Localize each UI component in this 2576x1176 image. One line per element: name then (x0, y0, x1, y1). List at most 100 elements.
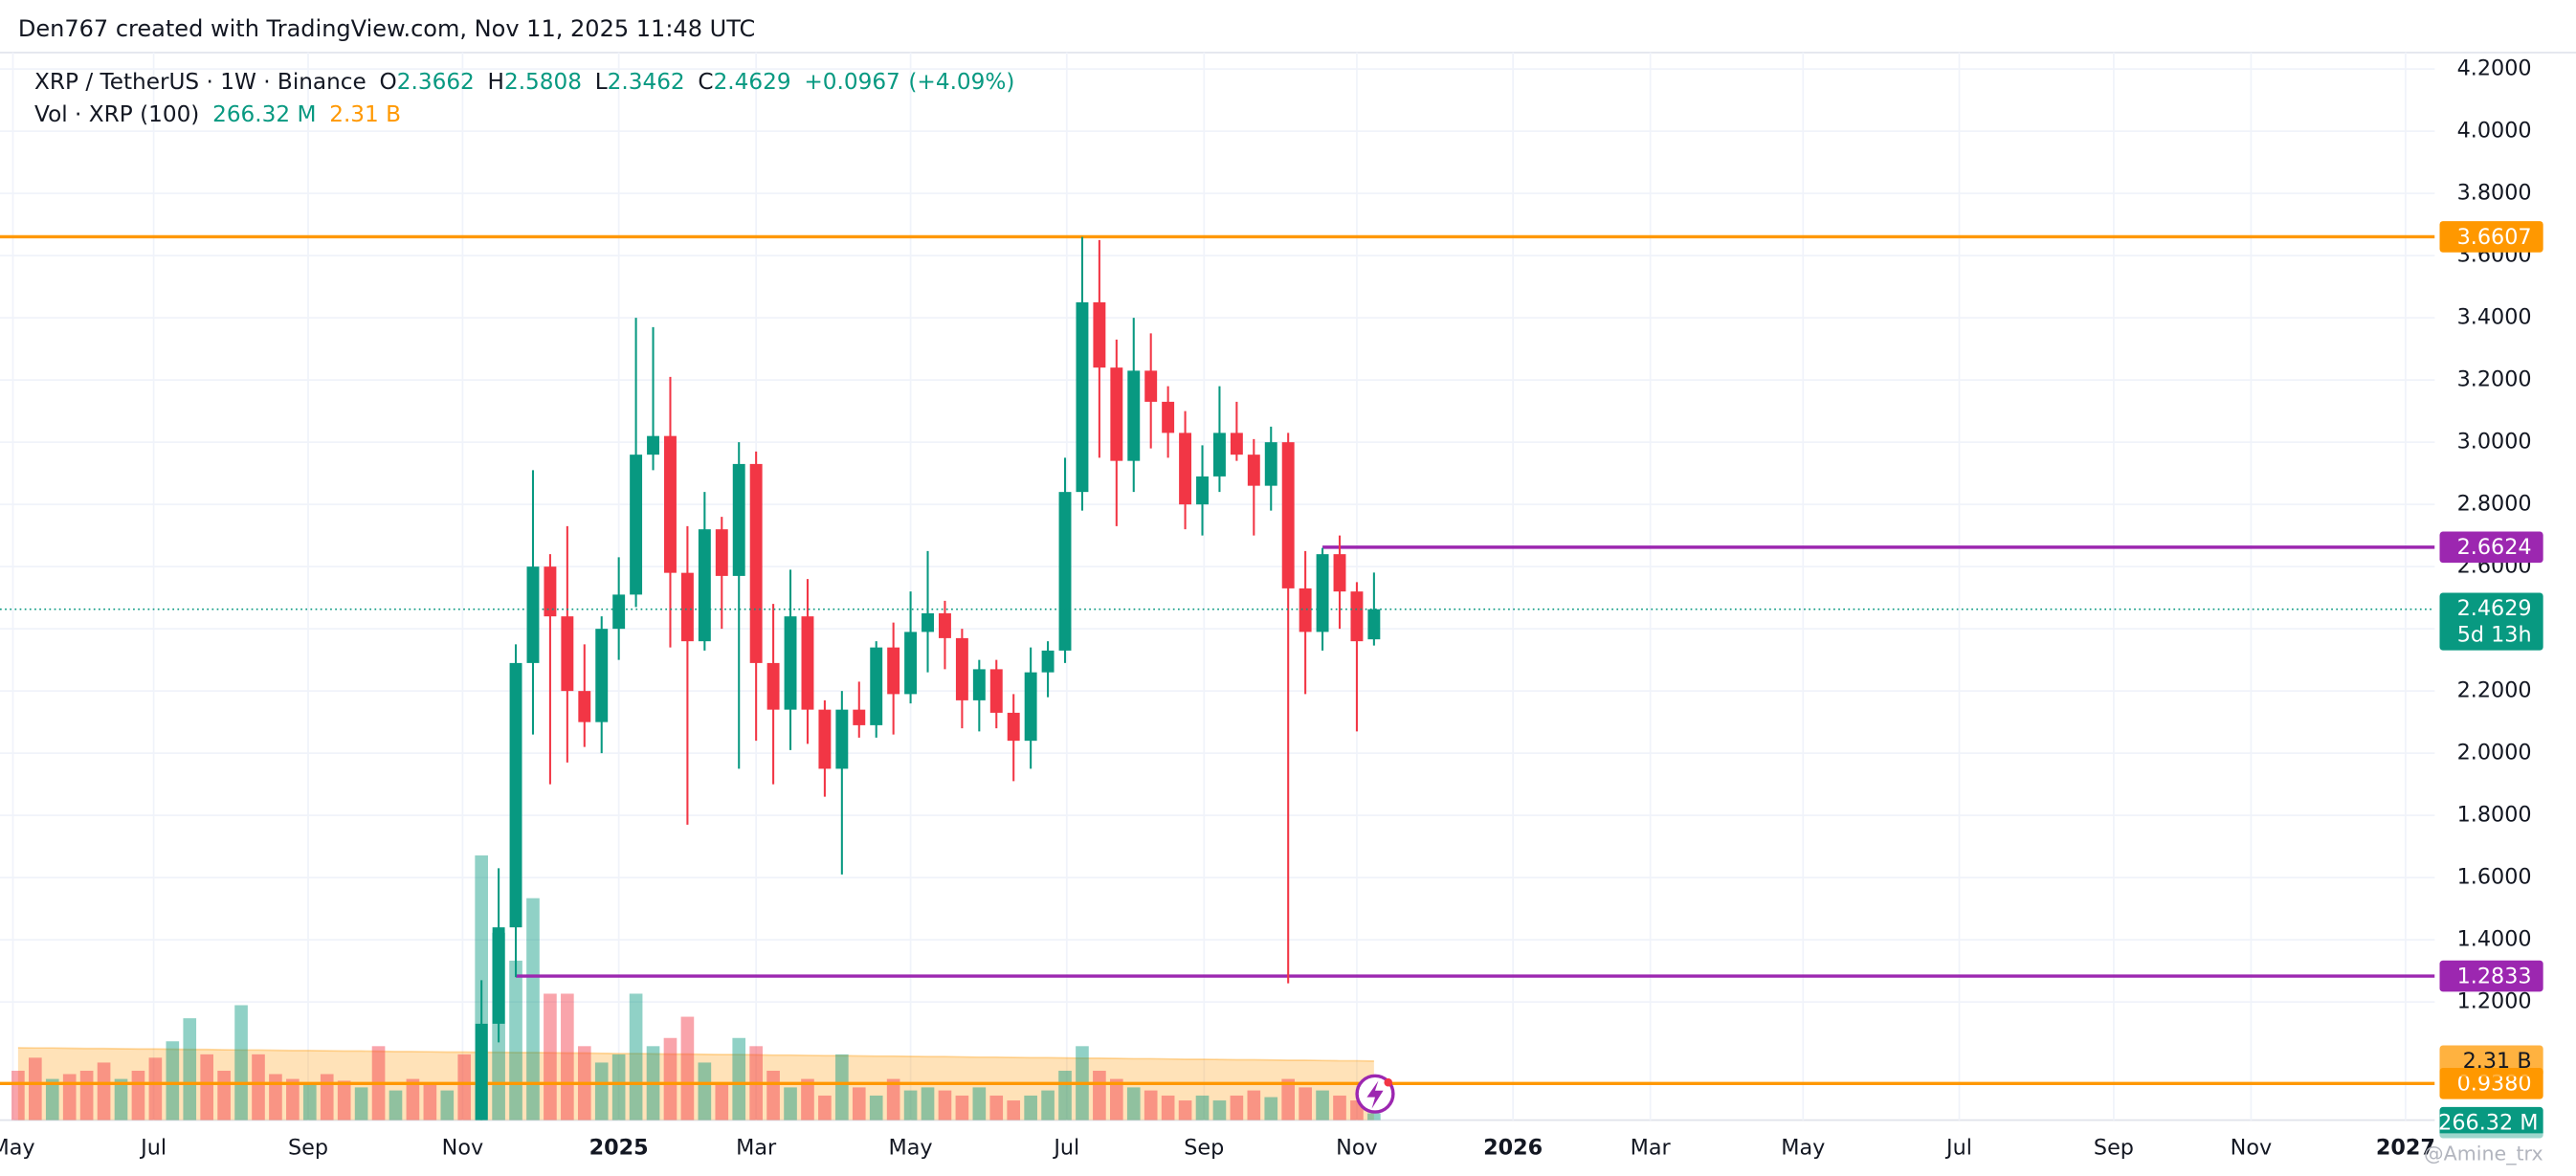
volume-bar (852, 1087, 866, 1121)
volume-box (2439, 1106, 2543, 1139)
candle-body (1350, 591, 1364, 642)
y-tick-label: 1.8000 (2457, 803, 2532, 828)
legend-volume-name: Vol · XRP (100) (34, 101, 199, 127)
candle-body (1299, 588, 1312, 632)
candle-body (1281, 442, 1295, 588)
volume-bar (1281, 1078, 1296, 1121)
candle-body (1076, 301, 1089, 493)
candle-body (939, 612, 951, 638)
candle-body (1144, 370, 1158, 402)
volume-bar (1126, 1087, 1141, 1121)
last-price-box (2439, 592, 2543, 651)
price-label: 3.6607 (2457, 225, 2532, 250)
candle-body (1230, 433, 1243, 455)
volume-bar (148, 1057, 163, 1121)
candle-body (595, 629, 609, 722)
volume-bar (457, 1054, 472, 1121)
price-label-box (2439, 960, 2543, 992)
volume-bar (886, 1078, 900, 1121)
plot-area (0, 234, 2435, 1121)
candle-body (887, 647, 900, 695)
y-tick-label: 2.2000 (2457, 678, 2532, 703)
candle-body (1212, 433, 1226, 477)
candle-body (630, 455, 643, 595)
candle-body (766, 662, 780, 710)
y-tick-label: 1.4000 (2457, 927, 2532, 952)
volume-bar (1178, 1100, 1192, 1121)
candle-body (870, 647, 883, 725)
watermark: @Amine_trx (2424, 1143, 2543, 1166)
price-label-box (2439, 221, 2543, 253)
price-label: 1.2833 (2457, 964, 2532, 988)
candle-body (1367, 609, 1381, 640)
volume-bar (611, 1054, 626, 1121)
volume-bar (955, 1095, 969, 1121)
legend-close: 2.4629 (714, 68, 791, 94)
x-tick-label: Nov (2231, 1135, 2273, 1160)
candle-body (1333, 554, 1346, 592)
legend-title: XRP / TetherUS · 1W · Binance (34, 68, 366, 94)
candle-body (1196, 476, 1209, 505)
y-tick-label: 2.0000 (2457, 741, 2532, 766)
candle-body (1007, 712, 1020, 742)
candle-body (475, 1023, 488, 1121)
candle-body (1041, 650, 1055, 673)
candle-body (1247, 455, 1260, 486)
volume-bar (1093, 1071, 1106, 1121)
volume-bar (509, 960, 522, 1121)
x-tick-label: Jul (1944, 1135, 1972, 1160)
candle-body (578, 691, 591, 722)
volume-ma-line (17, 1047, 1374, 1062)
volume-bar (801, 1078, 814, 1121)
y-tick-label: 3.8000 (2457, 181, 2532, 206)
volume-bar (114, 1078, 128, 1121)
legend-high: 2.5808 (504, 68, 582, 94)
volume-bar (440, 1090, 455, 1121)
x-tick-label: Mar (736, 1135, 777, 1160)
x-tick-label: 2025 (589, 1135, 649, 1160)
volume-bar (835, 1054, 849, 1121)
legend-letter: O (380, 68, 397, 94)
countdown-label: 5d 13h (2457, 623, 2532, 648)
volume-bar (526, 898, 540, 1121)
candle-body (544, 566, 557, 617)
candle-body (818, 709, 832, 769)
x-tick-label: Nov (1336, 1135, 1378, 1160)
volume-bar (354, 1087, 368, 1121)
x-tick-label: Jul (1052, 1135, 1079, 1160)
volume-bar (561, 993, 574, 1121)
volume-bar (1007, 1100, 1021, 1121)
candle-body (1179, 433, 1192, 505)
x-tick-label: Mar (1631, 1135, 1672, 1160)
volume-bar (972, 1087, 987, 1121)
legend-open: 2.3662 (397, 68, 475, 94)
volume-bar (594, 1062, 609, 1121)
volume-bar (989, 1095, 1004, 1121)
y-tick-label: 2.8000 (2457, 492, 2532, 517)
legend-letter: L (595, 68, 608, 94)
price-label: 2.6624 (2457, 535, 2532, 560)
volume-bar (406, 1078, 420, 1121)
y-tick-label: 1.6000 (2457, 865, 2532, 890)
volume-bar (938, 1090, 952, 1121)
candle-body (801, 616, 814, 710)
candle-body (612, 594, 626, 630)
candle-body (680, 572, 694, 642)
y-tick-label: 4.0000 (2457, 119, 2532, 144)
volume-bar (680, 1016, 695, 1121)
volume-bar (1144, 1090, 1158, 1121)
candle-body (1316, 554, 1329, 632)
y-tick-label: 3.2000 (2457, 367, 2532, 392)
candle-body (1162, 401, 1175, 433)
volume-bar (1247, 1090, 1261, 1121)
candle-body (1058, 492, 1072, 651)
volume-ma-label: 2.31 B (2463, 1049, 2532, 1074)
volume-bar (903, 1090, 918, 1121)
legend-price: XRP / TetherUS · 1W · Binance O2.3662 H2.5… (34, 68, 1014, 94)
candle-body (835, 709, 849, 769)
volume-bar (389, 1090, 403, 1121)
volume-bar (1299, 1087, 1312, 1121)
volume-bar (921, 1087, 935, 1121)
